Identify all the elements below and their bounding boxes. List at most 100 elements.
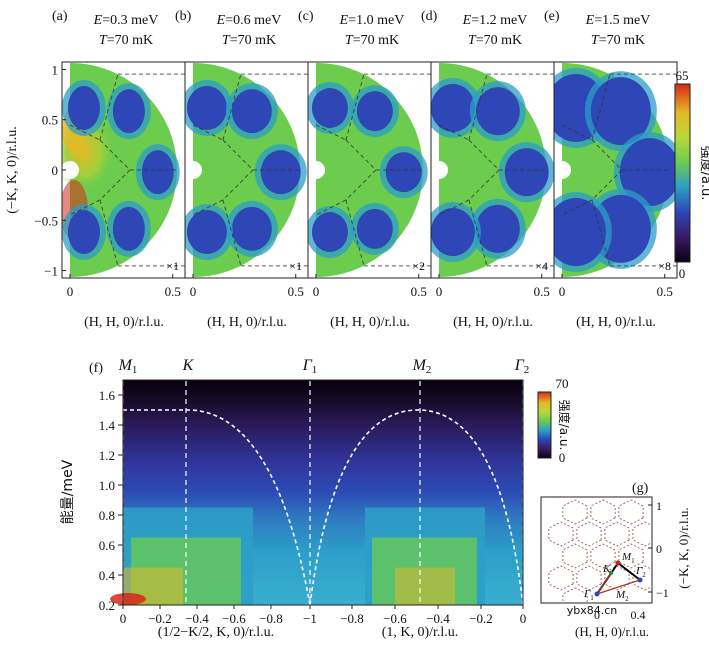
x-tick-label: 0 <box>594 608 600 622</box>
top-panel-d: (d) E=1.2 meV T=70 mK ×4 0 0.5 (H, H, 0)/r.l.u… <box>421 9 555 330</box>
panel-tag: (b) <box>175 9 192 24</box>
brillouin-zone <box>590 499 616 525</box>
scan-path <box>596 572 612 595</box>
bz-content <box>548 499 652 603</box>
x-tick-label: 0 <box>313 284 320 299</box>
zone-boundary <box>192 199 224 216</box>
y-tick-label: 1 <box>52 62 59 77</box>
zone-boundary <box>561 199 593 216</box>
scale-factor: ×2 <box>412 259 425 273</box>
minimum-spot <box>504 148 549 197</box>
minimum-spot <box>112 206 145 251</box>
x-tick-label: 0.5 <box>288 284 304 299</box>
temperature-label: T=70 mK <box>99 33 153 48</box>
high-symmetry-point-label: M1 <box>118 357 138 376</box>
energy-label: E=0.3 meV <box>93 13 159 28</box>
map-content <box>185 63 308 277</box>
x-tick-label: 0.5 <box>411 284 427 299</box>
x-tick-label: −0.6 <box>383 611 407 626</box>
y-tick-label: 0.5 <box>42 113 58 128</box>
y-tick-label: 1.0 <box>99 478 115 493</box>
brillouin-zone <box>618 499 644 525</box>
minimum-spot <box>590 77 651 146</box>
x-tick-label: 0 <box>520 611 527 626</box>
temperature-label: T=70 mK <box>222 33 276 48</box>
intensity-block <box>395 567 455 605</box>
zone-boundary <box>222 73 242 141</box>
map-content <box>308 63 431 277</box>
minimum-spot <box>311 87 348 128</box>
high-symmetry-point-label: Γ1 <box>302 357 318 376</box>
minimum-spot <box>356 208 393 249</box>
gamma-point <box>637 577 643 583</box>
panel-tag: (e) <box>544 9 560 24</box>
brillouin-zone <box>590 543 616 569</box>
colorbar-gradient <box>674 83 691 263</box>
dispersion-curve <box>123 409 311 606</box>
zone-boundary <box>315 199 347 216</box>
minimum-spot <box>141 150 174 195</box>
scale-factor: ×1 <box>289 259 302 273</box>
x-tick-label: 0.5 <box>534 284 550 299</box>
zone-boundary <box>561 124 593 141</box>
panel-frame <box>122 379 524 606</box>
minimum-spot <box>231 89 272 134</box>
bz-point-label: Γ2 <box>635 565 646 579</box>
energy-label: E=1.0 meV <box>339 13 405 28</box>
x-tick-label: 0 <box>67 284 74 299</box>
y-tick-label: 0.6 <box>99 538 116 553</box>
x-tick-label: −0.4 <box>185 611 209 626</box>
zone-boundary <box>222 199 242 267</box>
dispersion-curve <box>309 409 524 606</box>
zone-boundary <box>468 139 500 171</box>
beam-hole <box>62 161 79 179</box>
minimum-spot <box>619 138 677 207</box>
zone-boundary <box>591 199 611 267</box>
y-axis-label: (−K, K, 0)/r.l.u. <box>676 507 691 588</box>
y-axis-label: (−K, K, 0)/r.l.u. <box>5 126 20 214</box>
temperature-label: T=70 mK <box>345 33 399 48</box>
brillouin-zone <box>632 565 652 591</box>
zone-boundary <box>99 73 119 141</box>
brillouin-zone <box>548 565 574 591</box>
minimum-spot <box>356 91 393 132</box>
x-tick-label: −0.2 <box>469 611 493 626</box>
zone-boundary <box>222 169 254 201</box>
y-axis-label: 能量/meV <box>60 459 76 524</box>
scan-path <box>596 579 641 595</box>
x-axis-label: (H, H, 0)/r.l.u. <box>575 624 649 639</box>
colorbar-min: 0 <box>679 266 686 281</box>
x-tick-label: −0.6 <box>222 611 246 626</box>
minimum-spot <box>260 150 301 195</box>
m-point <box>615 560 621 566</box>
brillouin-zone <box>576 521 602 547</box>
minimum-spot <box>554 198 606 267</box>
panel-tag: (f) <box>89 361 103 376</box>
y-tick-label: −0.5 <box>34 213 58 228</box>
colorbar-gradient <box>537 391 552 459</box>
zone-boundary <box>438 199 470 216</box>
x-axis-label: (H, H, 0)/r.l.u. <box>453 315 533 330</box>
top-panel-e: (e) E=1.5 meV T=70 mK ×8 0 0.5 (H, H, 0)/r.l.u… <box>544 9 678 330</box>
y-tick-label: 0.8 <box>99 508 115 523</box>
bz-point-label: M1 <box>621 551 635 565</box>
zone-boundary <box>99 139 131 171</box>
minimum-spot <box>431 208 475 257</box>
x-tick-label: −0.8 <box>340 611 364 626</box>
x-tick-label: 0.5 <box>657 284 673 299</box>
energy-label: E=0.6 meV <box>216 13 282 28</box>
zone-boundary <box>591 169 623 201</box>
panel-tag: (d) <box>421 9 438 24</box>
panel-tag: (a) <box>52 9 68 24</box>
colorbar-max: 65 <box>676 68 689 83</box>
x-tick-label: −0.2 <box>148 611 172 626</box>
y-tick-label: 1.6 <box>99 388 116 403</box>
brillouin-zone <box>548 521 574 547</box>
beam-hole <box>554 161 571 179</box>
panel-frame <box>540 496 653 604</box>
beam-hole <box>431 161 448 179</box>
bz-point-label: K <box>602 563 611 575</box>
x-tick-label: 0.5 <box>165 284 181 299</box>
minimum-spot <box>186 210 227 255</box>
